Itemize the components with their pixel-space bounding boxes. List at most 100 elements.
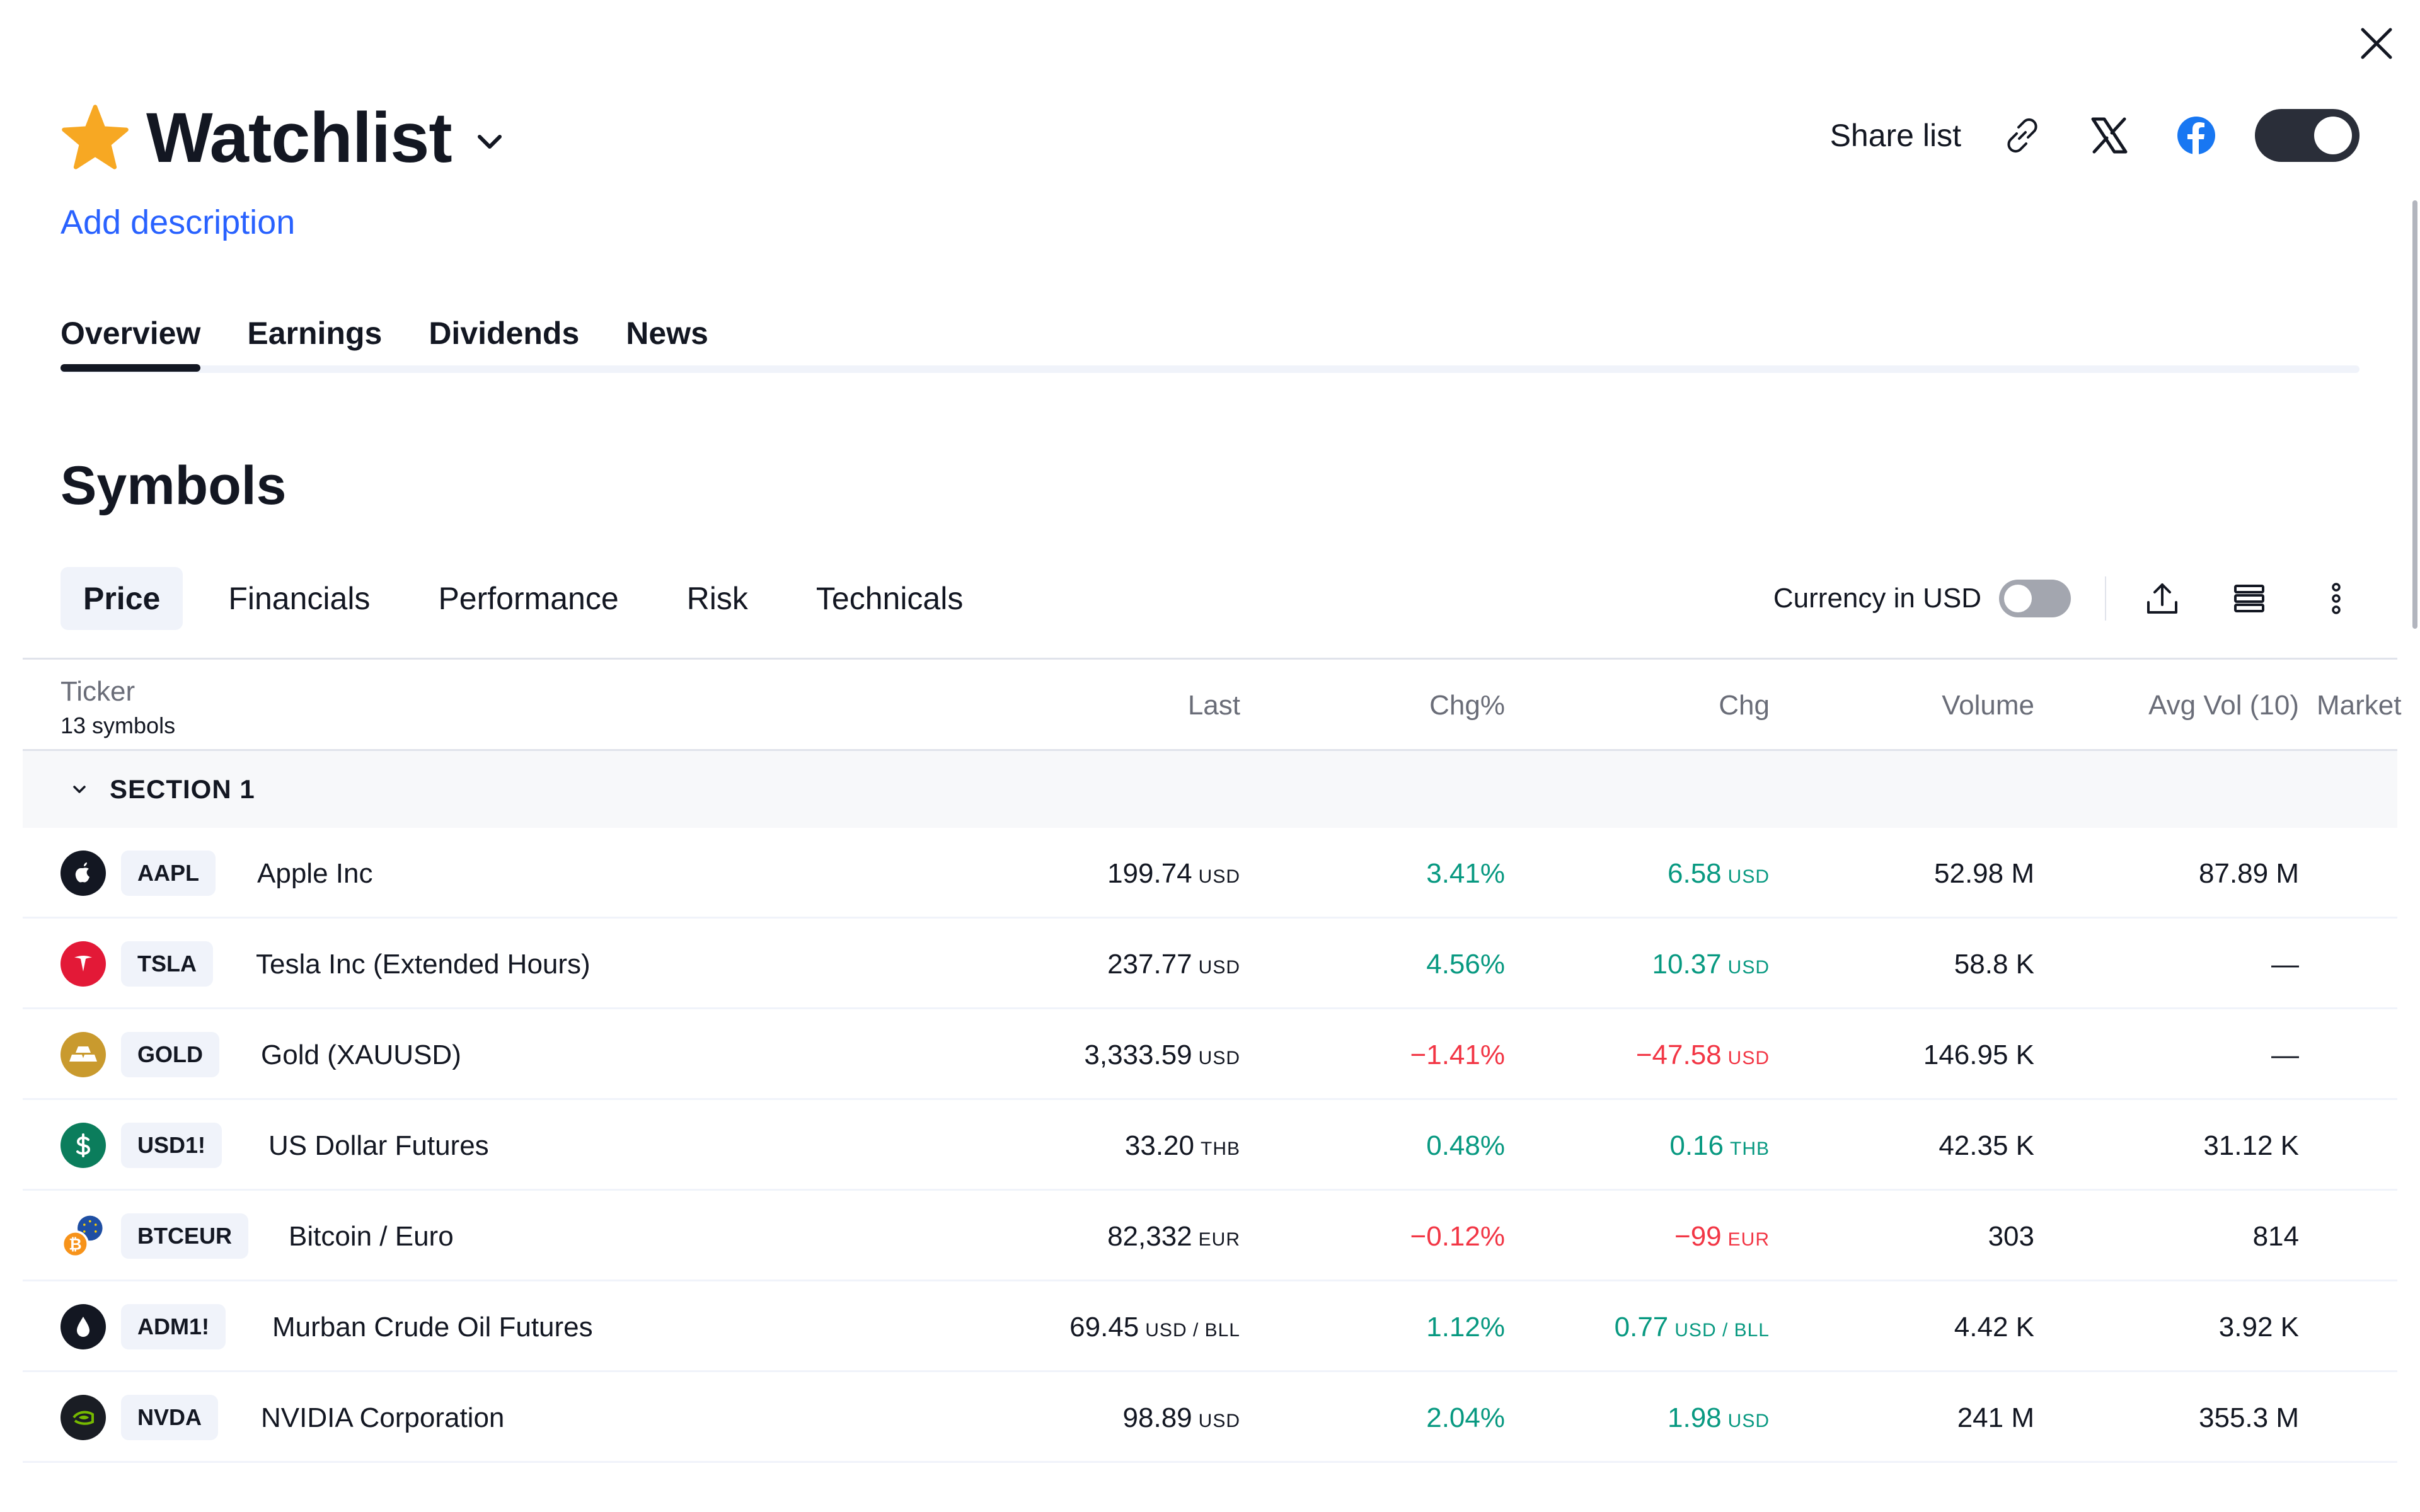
ticker-badge: GOLD bbox=[121, 1032, 219, 1077]
avg-volume: 3.92 K bbox=[2218, 1312, 2299, 1343]
volume: 4.42 K bbox=[1954, 1312, 2034, 1343]
gold-bars-icon bbox=[60, 1032, 106, 1077]
row-density-button[interactable] bbox=[2226, 575, 2273, 622]
tab-news[interactable]: News bbox=[626, 316, 708, 351]
export-button[interactable] bbox=[2139, 575, 2186, 622]
change-percent: 3.41% bbox=[1426, 858, 1505, 889]
table-row[interactable]: NVDA NVIDIA Corporation 98.89 USD 2.04% 1… bbox=[23, 1372, 2397, 1463]
subtab-performance[interactable]: Performance bbox=[438, 581, 619, 616]
chevron-down-icon[interactable] bbox=[473, 125, 506, 158]
symbol-name: Bitcoin / Euro bbox=[289, 1221, 454, 1252]
dollar-icon bbox=[60, 1123, 106, 1168]
column-header-chg[interactable]: Chg bbox=[1719, 690, 1770, 721]
avg-volume: — bbox=[2271, 1040, 2299, 1070]
subtab-technicals[interactable]: Technicals bbox=[815, 581, 964, 616]
ticker-badge: USD1! bbox=[121, 1123, 222, 1168]
symbol-name: Apple Inc bbox=[257, 858, 373, 889]
copy-link-button[interactable] bbox=[1994, 107, 2051, 164]
ticker-header-label: Ticker bbox=[60, 676, 135, 707]
currency-toggle-knob bbox=[2004, 585, 2032, 612]
facebook-icon bbox=[2177, 117, 2215, 154]
symbol-count: 13 symbols bbox=[60, 713, 176, 738]
table-row[interactable]: ₿ BTCEUR Bitcoin / Euro 82,332 EUR −0.12%… bbox=[23, 1191, 2397, 1281]
last-price: 3,333.59 USD bbox=[1084, 1040, 1240, 1070]
symbol-name: Gold (XAUUSD) bbox=[261, 1040, 461, 1070]
tabs-divider bbox=[60, 365, 2360, 373]
column-header-ticker[interactable]: Ticker 13 symbols bbox=[60, 676, 175, 739]
last-price: 237.77 USD bbox=[1107, 949, 1240, 980]
share-toggle[interactable] bbox=[2255, 109, 2360, 162]
nvidia-logo-icon bbox=[60, 1395, 106, 1440]
subtab-price[interactable]: Price bbox=[60, 567, 183, 630]
volume: 303 bbox=[1988, 1221, 2034, 1252]
table-row[interactable]: ADM1! Murban Crude Oil Futures 69.45 USD … bbox=[23, 1281, 2397, 1372]
last-price: 69.45 USD / BLL bbox=[1069, 1312, 1240, 1343]
section-label: SECTION 1 bbox=[110, 774, 255, 804]
close-icon bbox=[2361, 28, 2392, 59]
share-facebook-button[interactable] bbox=[2168, 107, 2225, 164]
chevron-down-icon bbox=[73, 786, 86, 793]
share-x-button[interactable] bbox=[2081, 107, 2138, 164]
change-percent: −1.41% bbox=[1410, 1040, 1505, 1070]
avg-volume: 31.12 K bbox=[2203, 1130, 2299, 1161]
subtab-financials[interactable]: Financials bbox=[228, 581, 371, 616]
change-value: 0.77 USD / BLL bbox=[1614, 1312, 1770, 1343]
symbol-name: Tesla Inc (Extended Hours) bbox=[256, 949, 591, 980]
table-row[interactable]: AAPL Apple Inc 199.74 USD 3.41% 6.58 USD 5… bbox=[23, 828, 2397, 919]
subtab-risk[interactable]: Risk bbox=[686, 581, 748, 616]
table-header: Ticker 13 symbols Last Chg% Chg Volume A… bbox=[23, 658, 2401, 751]
share-list-label: Share list bbox=[1829, 118, 1961, 153]
change-value: 1.98 USD bbox=[1668, 1402, 1770, 1433]
ticker-badge: AAPL bbox=[121, 850, 216, 896]
close-button[interactable] bbox=[2357, 24, 2396, 63]
table-row[interactable]: TSLA Tesla Inc (Extended Hours) 237.77 US… bbox=[23, 919, 2397, 1009]
apple-logo-icon bbox=[60, 850, 106, 896]
symbols-heading: Symbols bbox=[60, 455, 287, 516]
add-description-link[interactable]: Add description bbox=[60, 203, 296, 241]
watchlist-title: Watchlist bbox=[146, 98, 452, 177]
tab-earnings[interactable]: Earnings bbox=[247, 316, 383, 351]
column-header-market[interactable]: Market bbox=[2317, 690, 2402, 721]
change-percent: −0.12% bbox=[1410, 1221, 1505, 1252]
share-row: Share list bbox=[1830, 101, 2360, 170]
table-row[interactable]: USD1! US Dollar Futures 33.20 THB 0.48% 0… bbox=[23, 1100, 2397, 1191]
column-header-avg-vol[interactable]: Avg Vol (10) bbox=[2148, 690, 2299, 721]
symbol-name: US Dollar Futures bbox=[268, 1130, 489, 1161]
more-options-button[interactable] bbox=[2313, 575, 2360, 622]
tesla-logo-icon bbox=[60, 941, 106, 987]
star-icon bbox=[62, 105, 129, 169]
watchlist-title-row: Watchlist bbox=[60, 93, 506, 181]
tab-overview[interactable]: Overview bbox=[60, 315, 201, 372]
change-value: −47.58 USD bbox=[1635, 1040, 1770, 1070]
volume: 42.35 K bbox=[1939, 1130, 2034, 1161]
main-tabs: Overview Earnings Dividends News bbox=[60, 315, 755, 372]
last-price: 98.89 USD bbox=[1122, 1402, 1240, 1433]
avg-volume: — bbox=[2271, 949, 2299, 980]
currency-toggle[interactable] bbox=[1999, 580, 2071, 617]
volume: 241 M bbox=[1957, 1402, 2034, 1433]
volume: 146.95 K bbox=[1923, 1040, 2034, 1070]
column-header-chg-percent[interactable]: Chg% bbox=[1429, 690, 1505, 721]
scrollbar[interactable] bbox=[2412, 200, 2417, 629]
table-row[interactable]: GOLD Gold (XAUUSD) 3,333.59 USD −1.41% −4… bbox=[23, 1009, 2397, 1100]
column-header-volume[interactable]: Volume bbox=[1942, 690, 2034, 721]
table-tools: Currency in USD bbox=[1773, 567, 2360, 630]
column-header-last[interactable]: Last bbox=[1187, 690, 1240, 721]
change-value: 6.58 USD bbox=[1668, 858, 1770, 889]
tools-separator bbox=[2105, 576, 2106, 621]
section-header[interactable]: SECTION 1 bbox=[23, 751, 2397, 828]
symbols-table: Ticker 13 symbols Last Chg% Chg Volume A… bbox=[23, 658, 2401, 1463]
volume: 58.8 K bbox=[1954, 949, 2034, 980]
change-percent: 0.48% bbox=[1426, 1130, 1505, 1161]
oil-drop-icon bbox=[60, 1304, 106, 1349]
link-icon bbox=[2007, 118, 2037, 153]
tab-dividends[interactable]: Dividends bbox=[429, 316, 580, 351]
change-percent: 2.04% bbox=[1426, 1402, 1505, 1433]
avg-volume: 355.3 M bbox=[2199, 1402, 2299, 1433]
last-price: 199.74 USD bbox=[1107, 858, 1240, 889]
ticker-badge: NVDA bbox=[121, 1395, 219, 1440]
symbol-name: Murban Crude Oil Futures bbox=[272, 1312, 593, 1343]
currency-label: Currency in USD bbox=[1773, 583, 1981, 614]
svg-text:₿: ₿ bbox=[69, 1235, 82, 1254]
symbol-name: NVIDIA Corporation bbox=[261, 1402, 505, 1433]
